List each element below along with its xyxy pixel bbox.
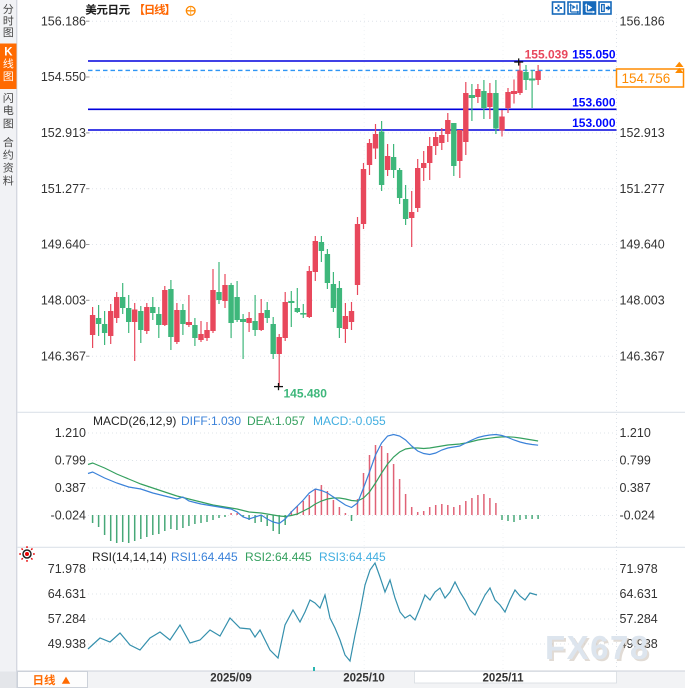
svg-text:149.640: 149.640 bbox=[620, 238, 665, 252]
svg-text:145.480: 145.480 bbox=[284, 387, 328, 401]
svg-text:0.799: 0.799 bbox=[55, 454, 86, 468]
svg-text:RSI(14,14,14): RSI(14,14,14) bbox=[92, 550, 167, 564]
svg-text:153.600: 153.600 bbox=[572, 95, 616, 109]
svg-text:2025/09: 2025/09 bbox=[210, 673, 252, 685]
svg-text:64.631: 64.631 bbox=[620, 587, 658, 601]
svg-text:155.050: 155.050 bbox=[572, 48, 616, 62]
svg-text:DIFF:1.030: DIFF:1.030 bbox=[181, 414, 241, 428]
svg-text:0.387: 0.387 bbox=[620, 481, 651, 495]
svg-text:146.367: 146.367 bbox=[620, 349, 665, 363]
svg-text:148.003: 148.003 bbox=[620, 294, 665, 308]
svg-text:151.277: 151.277 bbox=[41, 182, 86, 196]
svg-text:-0.024: -0.024 bbox=[620, 509, 655, 523]
svg-text:49.938: 49.938 bbox=[48, 637, 86, 651]
svg-text:FX678: FX678 bbox=[547, 631, 652, 668]
svg-text:152.913: 152.913 bbox=[620, 126, 665, 140]
svg-text:MACD(26,12,9): MACD(26,12,9) bbox=[93, 414, 176, 428]
svg-text:2025/11: 2025/11 bbox=[483, 673, 525, 685]
svg-text:57.284: 57.284 bbox=[620, 612, 658, 626]
svg-text:154.756: 154.756 bbox=[622, 71, 671, 86]
svg-text:FX678: FX678 bbox=[545, 629, 650, 666]
svg-text:153.000: 153.000 bbox=[572, 116, 616, 130]
svg-text:0.799: 0.799 bbox=[620, 454, 651, 468]
svg-text:K: K bbox=[4, 47, 13, 59]
svg-text:156.186: 156.186 bbox=[620, 14, 665, 28]
svg-text:1.210: 1.210 bbox=[55, 426, 86, 440]
svg-text:155.039: 155.039 bbox=[525, 48, 569, 62]
svg-text:-0.024: -0.024 bbox=[51, 509, 86, 523]
svg-text:57.284: 57.284 bbox=[48, 612, 86, 626]
svg-text:RSI3:64.445: RSI3:64.445 bbox=[319, 550, 386, 564]
svg-text:156.186: 156.186 bbox=[41, 14, 86, 28]
svg-text:151.277: 151.277 bbox=[620, 182, 665, 196]
svg-text:DEA:1.057: DEA:1.057 bbox=[247, 414, 305, 428]
svg-text:71.978: 71.978 bbox=[620, 562, 658, 576]
svg-text:146.367: 146.367 bbox=[41, 349, 86, 363]
svg-text:148.003: 148.003 bbox=[41, 294, 86, 308]
svg-text:154.550: 154.550 bbox=[41, 70, 86, 84]
svg-text:MACD:-0.055: MACD:-0.055 bbox=[313, 414, 386, 428]
svg-text:71.978: 71.978 bbox=[48, 562, 86, 576]
svg-text:152.913: 152.913 bbox=[41, 126, 86, 140]
svg-text:2025/10: 2025/10 bbox=[343, 673, 385, 685]
svg-text:1.210: 1.210 bbox=[620, 426, 651, 440]
svg-text:149.640: 149.640 bbox=[41, 238, 86, 252]
svg-text:RSI1:64.445: RSI1:64.445 bbox=[171, 550, 238, 564]
svg-text:RSI2:64.445: RSI2:64.445 bbox=[245, 550, 312, 564]
svg-text:49.938: 49.938 bbox=[620, 637, 658, 651]
svg-text:64.631: 64.631 bbox=[48, 587, 86, 601]
svg-text:0.387: 0.387 bbox=[55, 481, 86, 495]
